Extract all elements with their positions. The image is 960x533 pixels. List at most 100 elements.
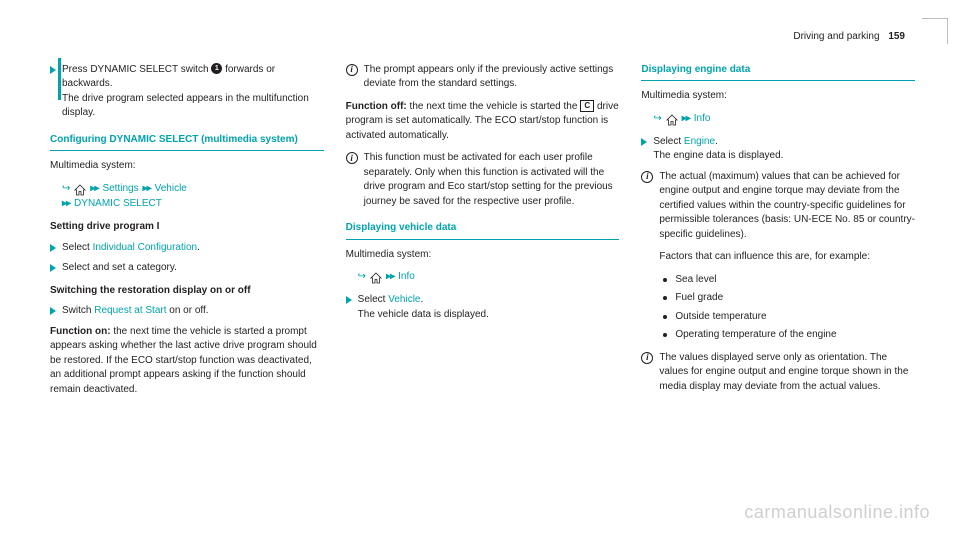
- chevron-icon: ▸▸: [143, 182, 151, 197]
- page-header: Driving and parking 159: [50, 30, 915, 45]
- section-heading: Configuring DYNAMIC SELECT (multimedia s…: [50, 133, 324, 152]
- content-columns: Press DYNAMIC SELECT switch 1 forwards o…: [50, 63, 915, 406]
- bullet-icon: [663, 333, 667, 337]
- menu-option: Individual Configuration: [93, 242, 198, 253]
- info-text: The values displayed serve only as orien…: [659, 351, 915, 395]
- text: .: [197, 242, 200, 253]
- info-text: This function must be activated for each…: [364, 151, 620, 209]
- breadcrumb-item: DYNAMIC SELECT: [74, 197, 162, 212]
- text: the next time the vehicle is started the: [407, 101, 580, 112]
- corner-decoration: [922, 18, 948, 44]
- breadcrumb: ↪ ▸▸ Info: [641, 112, 915, 127]
- menu-option: Request at Start: [94, 305, 166, 316]
- bullet-icon: [663, 278, 667, 282]
- text: Press DYNAMIC SELECT switch: [62, 64, 211, 75]
- info-icon: i: [346, 64, 358, 76]
- text: The drive program selected appears in th…: [62, 93, 309, 119]
- text: .: [421, 294, 424, 305]
- callout-1-icon: 1: [211, 63, 222, 74]
- section-title: Driving and parking: [793, 31, 879, 42]
- info-icon: i: [641, 171, 653, 183]
- breadcrumb-item: Info: [694, 112, 711, 127]
- step-text: Press DYNAMIC SELECT switch 1 forwards o…: [62, 63, 324, 121]
- multimedia-label: Multimedia system:: [50, 159, 324, 174]
- list-item: Outside temperature: [659, 310, 915, 325]
- paragraph: Function off: the next time the vehicle …: [346, 100, 620, 144]
- section-heading: Displaying engine data: [641, 63, 915, 82]
- chevron-icon: ▸▸: [386, 270, 394, 285]
- chevron-icon: ▸▸: [90, 182, 98, 197]
- paragraph: Function on: the next time the vehicle i…: [50, 325, 324, 398]
- list-item: Fuel grade: [659, 291, 915, 306]
- text: Switch: [62, 305, 94, 316]
- info-text: The actual (maximum) values that can be …: [659, 170, 915, 243]
- sub-heading: Setting drive program I: [50, 220, 324, 235]
- multimedia-label: Multimedia system:: [346, 248, 620, 263]
- text: The vehicle data is displayed.: [358, 309, 489, 320]
- text: Select: [358, 294, 389, 305]
- info-icon: i: [641, 352, 653, 364]
- step-item: Switch Request at Start on or off.: [50, 304, 324, 319]
- step-item: Select and set a category.: [50, 261, 324, 276]
- label: Function off:: [346, 101, 407, 112]
- manual-page: Driving and parking 159 Press DYNAMIC SE…: [0, 0, 960, 533]
- step-text: Select Engine. The engine data is displa…: [653, 135, 915, 164]
- step-text: Select Individual Configuration.: [62, 241, 324, 256]
- step-item: Select Engine. The engine data is displa…: [641, 135, 915, 164]
- breadcrumb: ↪ ▸▸ Settings ▸▸ Vehicle ▸▸ DYNAMIC SELE…: [50, 182, 324, 213]
- step-item: Select Individual Configuration.: [50, 241, 324, 256]
- column-1: Press DYNAMIC SELECT switch 1 forwards o…: [50, 63, 324, 406]
- breadcrumb-item: Info: [398, 270, 415, 285]
- step-arrow-icon: [50, 66, 56, 74]
- breadcrumb: ↪ ▸▸ Info: [346, 270, 620, 285]
- info-note: i The prompt appears only if the previou…: [346, 63, 620, 92]
- breadcrumb-item: Settings: [102, 182, 138, 197]
- step-arrow-icon: [346, 296, 352, 304]
- info-text: The prompt appears only if the previousl…: [364, 63, 620, 92]
- home-icon: [666, 114, 678, 124]
- text: Select: [653, 136, 684, 147]
- step-arrow-icon: [50, 307, 56, 315]
- page-number: 159: [888, 31, 905, 42]
- text: Select: [62, 242, 93, 253]
- step-item: Select Vehicle. The vehicle data is disp…: [346, 293, 620, 322]
- watermark: carmanualsonline.info: [744, 499, 930, 525]
- menu-option: Engine: [684, 136, 715, 147]
- drive-program-c-icon: C: [580, 100, 594, 112]
- list-item: Sea level: [659, 273, 915, 288]
- text: Operating temperature of the engine: [675, 328, 836, 343]
- text: The engine data is displayed.: [653, 150, 783, 161]
- step-text: Select Vehicle. The vehicle data is disp…: [358, 293, 620, 322]
- paragraph: Factors that can influence this are, for…: [641, 250, 915, 265]
- breadcrumb-item: Vehicle: [155, 182, 187, 197]
- step-arrow-icon: [50, 264, 56, 272]
- home-icon: [370, 272, 382, 282]
- text: Sea level: [675, 273, 716, 288]
- chevron-icon: ▸▸: [62, 197, 70, 212]
- text: on or off.: [167, 305, 209, 316]
- breadcrumb-start-icon: ↪: [358, 270, 366, 285]
- step-item: Press DYNAMIC SELECT switch 1 forwards o…: [50, 63, 324, 121]
- bullet-icon: [663, 315, 667, 319]
- accent-bar: [58, 58, 61, 100]
- bullet-icon: [663, 296, 667, 300]
- step-text: Switch Request at Start on or off.: [62, 304, 324, 319]
- info-note: i This function must be activated for ea…: [346, 151, 620, 209]
- list-item: Operating temperature of the engine: [659, 328, 915, 343]
- step-text: Select and set a category.: [62, 261, 324, 276]
- menu-option: Vehicle: [388, 294, 420, 305]
- text: .: [715, 136, 718, 147]
- chevron-icon: ▸▸: [682, 112, 690, 127]
- breadcrumb-start-icon: ↪: [653, 112, 661, 127]
- step-arrow-icon: [50, 244, 56, 252]
- column-3: Displaying engine data Multimedia system…: [641, 63, 915, 406]
- info-note: i The actual (maximum) values that can b…: [641, 170, 915, 243]
- bullet-list: Sea level Fuel grade Outside temperature…: [641, 273, 915, 343]
- info-note: i The values displayed serve only as ori…: [641, 351, 915, 395]
- multimedia-label: Multimedia system:: [641, 89, 915, 104]
- text: Fuel grade: [675, 291, 723, 306]
- column-2: i The prompt appears only if the previou…: [346, 63, 620, 406]
- breadcrumb-start-icon: ↪: [62, 182, 70, 197]
- info-icon: i: [346, 152, 358, 164]
- home-icon: [74, 184, 86, 194]
